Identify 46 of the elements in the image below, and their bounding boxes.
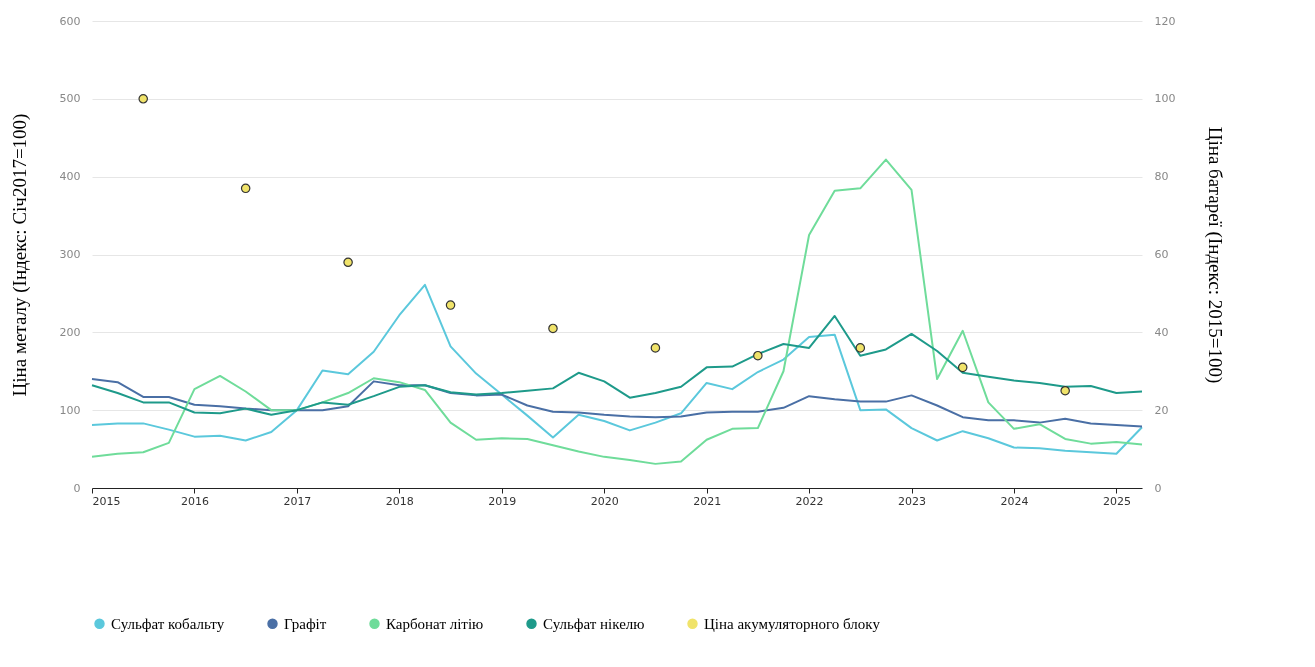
point xyxy=(445,300,456,310)
y2-tick-label: 60 xyxy=(1154,248,1169,261)
point xyxy=(343,257,353,268)
y2-tick-label: 40 xyxy=(1154,325,1169,339)
x-tick-label: 2016 xyxy=(180,494,209,508)
x-tick-label: 2019 xyxy=(488,494,517,508)
y-tick-label: 300 xyxy=(59,248,81,261)
x-tick-label: 2024 xyxy=(1000,494,1029,508)
x-tick-label: 2018 xyxy=(385,494,414,508)
point xyxy=(1060,385,1070,396)
x-tick-label: 2022 xyxy=(795,494,824,508)
legend-label: Графіт xyxy=(284,615,327,632)
point xyxy=(753,350,763,361)
y-tick-label: 600 xyxy=(59,14,81,28)
y2-tick-label: 0 xyxy=(1154,481,1162,495)
x-tick-label: 2017 xyxy=(283,494,312,508)
legend-label: Ціна акумуляторного блоку xyxy=(704,615,881,632)
legend-label: Сульфат нікелю xyxy=(543,615,645,632)
y-tick-label: 200 xyxy=(59,325,81,339)
point xyxy=(957,362,968,373)
line-series xyxy=(91,283,1143,455)
x-tick-label: 2023 xyxy=(898,494,927,508)
legend-label: Сульфат кобальту xyxy=(111,615,225,632)
point xyxy=(650,343,661,353)
y2-tick-label: 80 xyxy=(1154,170,1169,184)
y-tick-label: 0 xyxy=(73,481,81,495)
point xyxy=(240,183,251,194)
y-tick-label: 400 xyxy=(59,170,81,184)
x-tick-label: 2020 xyxy=(590,494,619,508)
line-series xyxy=(91,378,1143,428)
y-tick-label: 100 xyxy=(59,403,81,417)
y-axis-title: Ціна металу (Індекс: Січ2017=100) xyxy=(8,113,31,397)
point xyxy=(138,94,148,104)
legend-label: Карбонат літію xyxy=(386,615,484,632)
x-tick-label: 2021 xyxy=(693,494,722,508)
y2-tick-label: 100 xyxy=(1154,92,1176,106)
line-series xyxy=(91,158,1143,465)
y2-tick-label: 20 xyxy=(1154,403,1169,417)
x-tick-label: 2025 xyxy=(1102,494,1131,508)
point xyxy=(855,343,866,353)
y2-tick-label: 120 xyxy=(1154,14,1176,28)
line-series xyxy=(91,314,1143,416)
y2-axis-title: Ціна батареї (Індекс: 2015=100) xyxy=(1204,126,1227,384)
x-tick-label: 2015 xyxy=(92,494,121,508)
y-tick-label: 500 xyxy=(59,92,81,106)
point xyxy=(548,323,558,334)
